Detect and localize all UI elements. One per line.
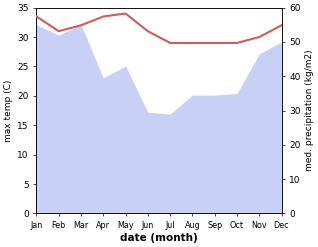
Y-axis label: max temp (C): max temp (C) [4, 79, 13, 142]
X-axis label: date (month): date (month) [120, 233, 198, 243]
Y-axis label: med. precipitation (kg/m2): med. precipitation (kg/m2) [305, 50, 314, 171]
